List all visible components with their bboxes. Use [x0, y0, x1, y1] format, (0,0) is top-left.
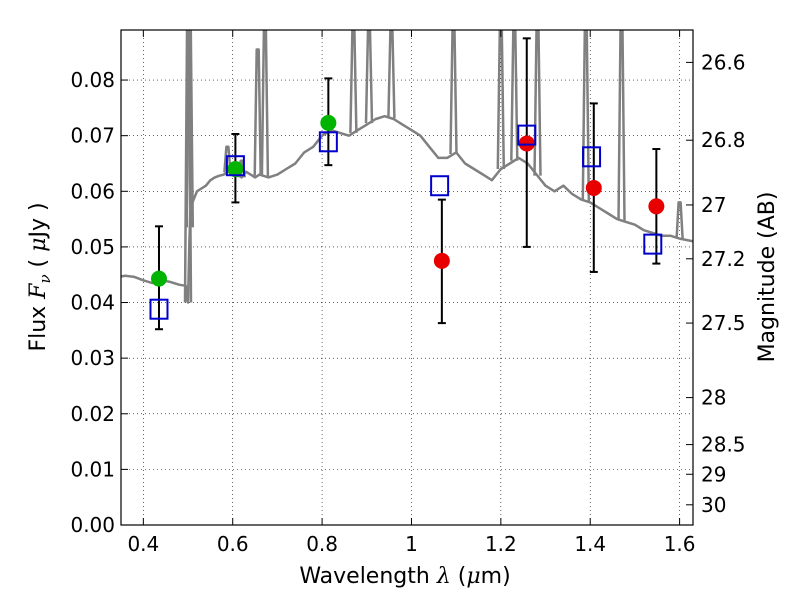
spectrum-emission-line: [581, 30, 591, 202]
y-tick-label: 0.04: [70, 291, 115, 315]
model-square: [430, 175, 450, 197]
model-square: [517, 124, 537, 146]
spectrum-emission-line: [533, 30, 542, 176]
model-square: [225, 155, 245, 177]
data-point: [433, 252, 450, 269]
y-tick-label: 0.01: [70, 457, 115, 481]
plot-background: [121, 30, 693, 525]
spectrum-emission-line: [364, 30, 374, 124]
spectrum-emission-line: [496, 30, 506, 170]
model-square: [149, 298, 169, 320]
model-square: [582, 146, 602, 168]
x-tick-label: 1.2: [485, 532, 517, 556]
y-tick-label: 0.08: [70, 68, 115, 92]
y-tick-label: 0.02: [70, 402, 115, 426]
x-axis-label: Wavelength λ (μm): [299, 564, 510, 589]
y-tick-label: 0.06: [70, 179, 115, 203]
magnitude-tick-label: 26.6: [701, 50, 746, 74]
model-square: [643, 233, 663, 255]
magnitude-tick-label: 26.8: [701, 128, 746, 152]
data-point: [320, 114, 337, 131]
spectrum-emission-line: [675, 201, 684, 239]
y-tick-label: 0.03: [70, 346, 115, 370]
y-tick-label: 0.00: [70, 513, 115, 537]
spectrum-emission-line: [617, 30, 626, 221]
y-axis-label: Flux Fν ( μJy ): [26, 202, 54, 351]
x-tick-label: 0.6: [217, 532, 249, 556]
magnitude-tick-label: 28.5: [701, 433, 746, 457]
y-tick-label: 0.07: [70, 124, 115, 148]
magnitude-tick-label: 28: [701, 386, 726, 410]
magnitude-tick-label: 27.2: [701, 247, 746, 271]
right-axis-label: Magnitude (AB): [755, 192, 780, 363]
plot-frame: [120, 29, 694, 526]
x-tick-label: 1.6: [664, 532, 696, 556]
model-square: [318, 131, 338, 153]
x-tick-label: 0.8: [306, 532, 338, 556]
spectrum-emission-line: [349, 30, 358, 133]
data-point: [648, 198, 665, 215]
magnitude-tick-label: 27: [701, 193, 726, 217]
model-spectrum: [121, 30, 693, 304]
magnitude-tick-label: 30: [701, 493, 726, 517]
data-point: [585, 179, 602, 196]
spectrum-emission-line: [253, 48, 262, 176]
spectrum-emission-line: [387, 30, 396, 119]
magnitude-tick-label: 29: [701, 462, 726, 486]
x-tick-label: 1: [405, 532, 418, 556]
spectrum-emission-line: [223, 145, 232, 173]
y-tick-label: 0.05: [70, 235, 115, 259]
spectrum-emission-line: [449, 30, 458, 155]
magnitude-tick-label: 27.5: [701, 311, 746, 335]
x-tick-label: 1.4: [574, 532, 606, 556]
axis-ticks: 0.4 0.6 0.8 1 1.2 1.4 1.6 0.00 0.01 0.02 0.03 0.04 0…: [70, 30, 746, 556]
data-point: [518, 135, 535, 152]
x-tick-label: 0.4: [127, 532, 159, 556]
spectrum-emission-line: [510, 30, 519, 161]
spectrum-emission-line: [183, 30, 193, 303]
spectrum-emission-line: [260, 30, 270, 177]
data-point: [150, 270, 167, 287]
data-marks: [149, 37, 665, 331]
spectrum-emission-line: [185, 30, 195, 228]
